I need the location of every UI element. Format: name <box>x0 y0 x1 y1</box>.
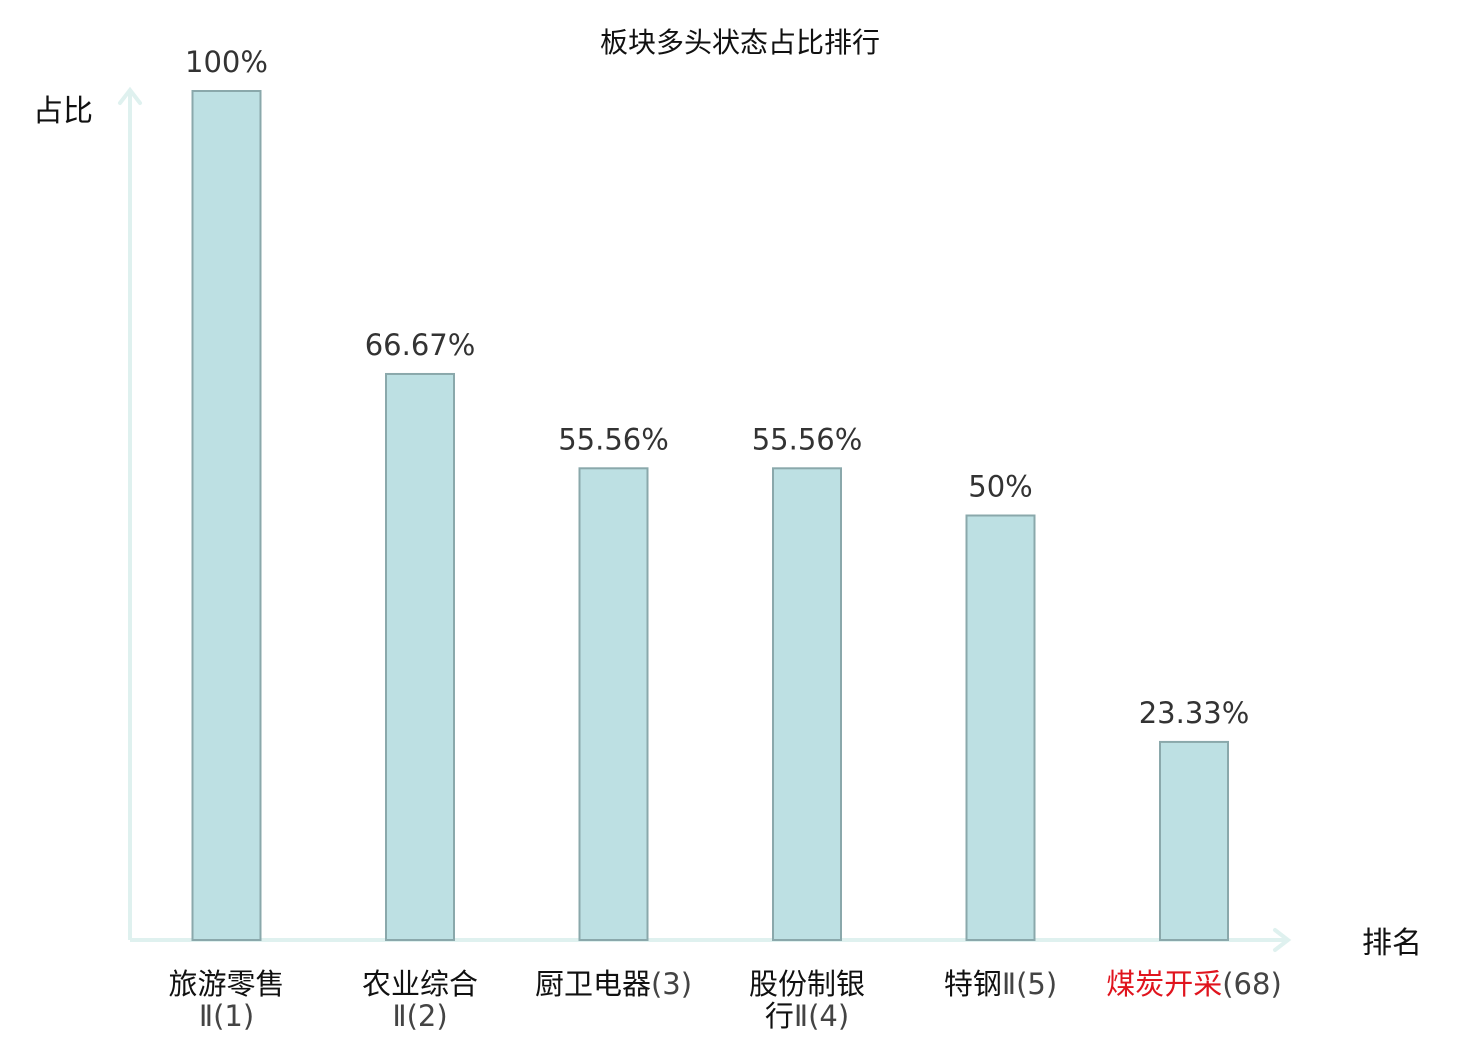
category-rank: (3) <box>651 967 692 1001</box>
value-label: 23.33% <box>1139 696 1250 730</box>
category-rank: Ⅱ(4) <box>794 999 849 1033</box>
category-label: 特钢Ⅱ(5) <box>944 967 1057 1001</box>
bar <box>965 514 1036 941</box>
value-labels: 100% 66.67% 55.56% 55.56% 50% 23.33% <box>185 45 1249 730</box>
y-axis-arrow-icon <box>118 86 142 105</box>
value-label: 50% <box>968 470 1032 504</box>
category-name: 厨卫电器 <box>535 967 651 1001</box>
value-label: 55.56% <box>558 422 669 456</box>
bars <box>191 90 1229 942</box>
x-axis-arrow-icon <box>1273 928 1292 952</box>
category-rank: Ⅱ(1) <box>199 999 254 1033</box>
category-name: 特钢 <box>944 967 1002 1001</box>
category-name: 煤炭开采 <box>1106 967 1222 1001</box>
bar <box>772 467 842 941</box>
category-label: 农业综合 <box>362 967 478 1001</box>
chart-title: 板块多头状态占比排行 <box>600 26 880 59</box>
category-name: 旅游零售 <box>168 967 284 1001</box>
value-label: 55.56% <box>752 422 863 456</box>
value-label: 100% <box>185 45 268 79</box>
y-axis-label: 占比 <box>33 94 93 129</box>
category-label: 股份制银 <box>749 967 865 1001</box>
category-name: 股份制银 <box>749 967 865 1001</box>
category-name: 农业综合 <box>362 967 478 1001</box>
category-label: Ⅱ(1) <box>199 999 254 1033</box>
category-rank: Ⅱ(5) <box>1002 967 1057 1001</box>
category-label: 旅游零售 <box>168 967 284 1001</box>
bar <box>1159 740 1229 941</box>
category-label: 行Ⅱ(4) <box>765 999 849 1033</box>
category-name: 行 <box>765 999 794 1033</box>
category-rank: (68) <box>1222 967 1282 1001</box>
x-axis-label: 排名 <box>1362 926 1422 961</box>
category-label: 厨卫电器(3) <box>535 967 692 1001</box>
bar <box>385 372 455 942</box>
value-label: 66.67% <box>365 328 476 362</box>
bar <box>578 467 649 941</box>
category-rank: Ⅱ(2) <box>392 999 447 1033</box>
category-label: Ⅱ(2) <box>392 999 447 1033</box>
axes <box>118 86 1292 952</box>
bar <box>191 90 262 941</box>
category-label: 煤炭开采(68) <box>1106 967 1282 1001</box>
